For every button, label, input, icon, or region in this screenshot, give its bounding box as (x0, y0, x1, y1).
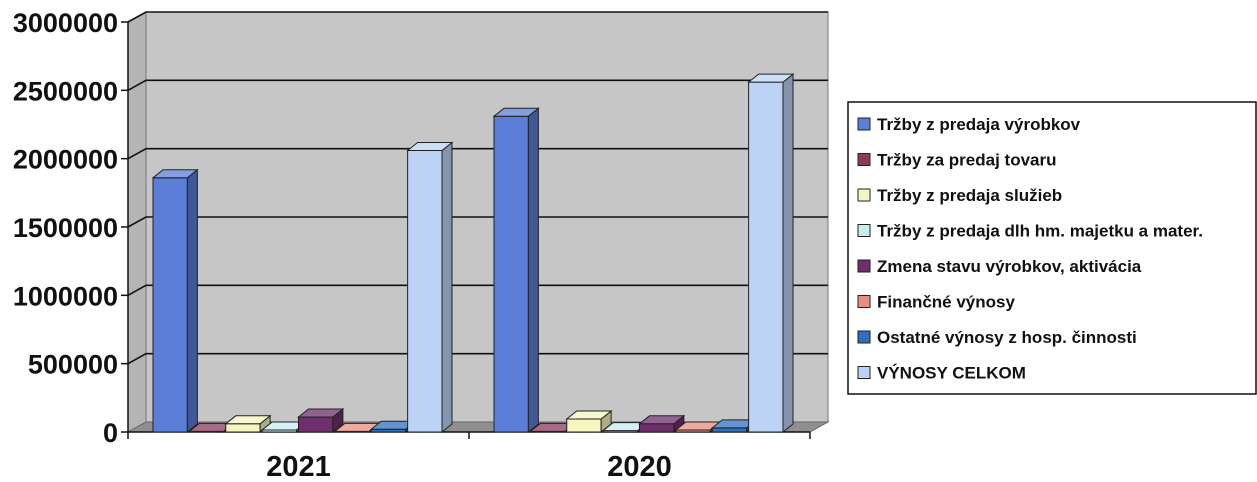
y-tick-label: 1500000 (13, 213, 118, 243)
legend-item: Finančné výnosy (858, 293, 1015, 312)
legend-label: Tržby z predaja dlh hm. majetku a mater. (877, 222, 1203, 241)
legend-item: Tržby za predaj tovaru (858, 151, 1057, 170)
legend-label: VÝNOSY CELKOM (877, 364, 1026, 383)
bar-front (153, 178, 187, 432)
bar-2020-8 (749, 74, 793, 432)
bar-front (712, 428, 746, 432)
y-tick-label: 1000000 (13, 281, 118, 311)
bar-front (494, 116, 528, 432)
bar-side (187, 170, 197, 432)
legend-label: Tržby za predaj tovaru (877, 151, 1057, 170)
legend-label: Ostatné výnosy z hosp. činnosti (877, 328, 1137, 347)
bar-2020-3 (567, 411, 611, 432)
bar-2021-5 (299, 409, 343, 432)
bar-side (783, 74, 793, 432)
y-tick-label: 0 (103, 418, 118, 448)
bar-2020-1 (494, 108, 538, 432)
bar-front (567, 419, 601, 432)
y-tick-label: 2500000 (13, 76, 118, 106)
legend-item: Ostatné výnosy z hosp. činnosti (858, 328, 1137, 347)
bar-front (408, 150, 442, 432)
legend-swatch (858, 260, 870, 272)
legend-item: VÝNOSY CELKOM (858, 364, 1026, 383)
legend-swatch (858, 189, 870, 201)
y-tick-label: 3000000 (13, 8, 118, 38)
bar-front (749, 82, 783, 432)
legend-label: Zmena stavu výrobkov, aktivácia (877, 257, 1142, 276)
legend-item: Tržby z predaja služieb (858, 186, 1062, 205)
plot-wall (128, 12, 828, 432)
bar-front (640, 424, 674, 432)
legend-item: Tržby z predaja výrobkov (858, 115, 1081, 134)
legend-swatch (858, 367, 870, 379)
legend-label: Tržby z predaja služieb (877, 186, 1062, 205)
bar-2021-1 (153, 170, 197, 432)
legend-item: Tržby z predaja dlh hm. majetku a mater. (858, 222, 1203, 241)
x-category-label: 2021 (266, 451, 331, 482)
legend-swatch (858, 154, 870, 166)
legend-swatch (858, 118, 870, 130)
legend: Tržby z predaja výrobkov Tržby za predaj … (848, 102, 1256, 394)
y-tick-label: 2000000 (13, 145, 118, 175)
bar-front (226, 424, 260, 432)
legend-swatch (858, 225, 870, 237)
bar-side (528, 108, 538, 432)
legend-swatch (858, 296, 870, 308)
x-category-label: 2020 (607, 451, 672, 482)
y-tick-label: 500000 (28, 350, 118, 380)
legend-item: Zmena stavu výrobkov, aktivácia (858, 257, 1142, 276)
legend-label: Finančné výnosy (877, 293, 1015, 312)
bar-side (442, 142, 452, 432)
legend-box (848, 102, 1256, 394)
bar-2021-8 (408, 142, 452, 432)
legend-swatch (858, 331, 870, 343)
bar-front (299, 417, 333, 432)
legend-label: Tržby z predaja výrobkov (877, 115, 1081, 134)
